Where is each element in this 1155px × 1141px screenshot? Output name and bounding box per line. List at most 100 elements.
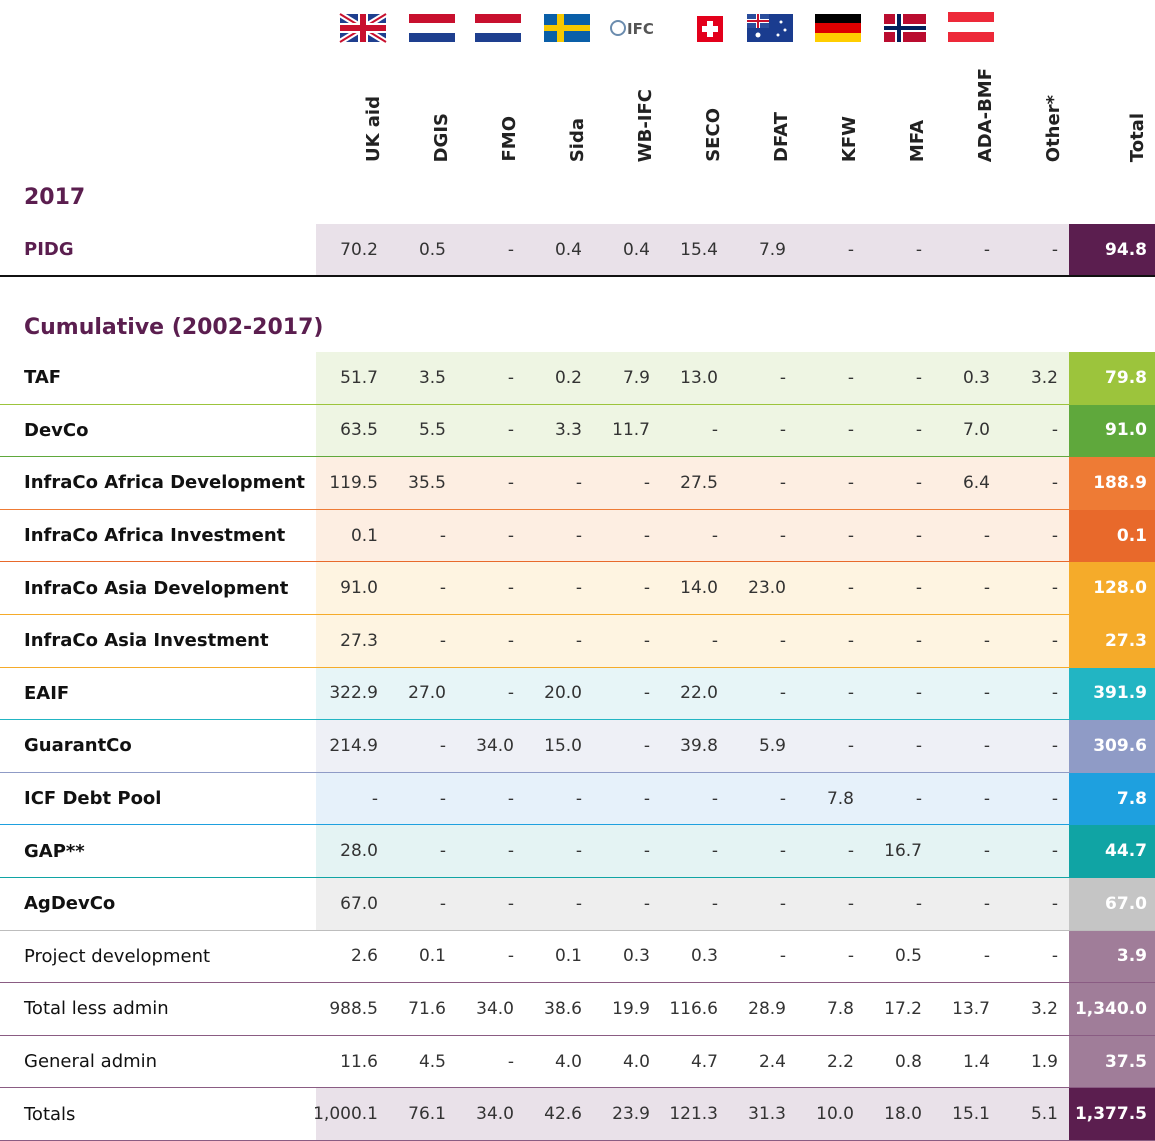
row-background [316, 930, 1069, 983]
value-cell: - [711, 420, 718, 441]
value-cell: - [1051, 630, 1058, 651]
value-cell: - [915, 683, 922, 704]
row-label: InfraCo Africa Investment [24, 525, 286, 547]
row-background [316, 720, 1069, 772]
value-cell: 11.6 [340, 1051, 378, 1072]
value-cell: 119.5 [329, 472, 378, 493]
total-cell: 37.5 [1069, 1035, 1155, 1088]
value-cell: - [847, 525, 854, 546]
row-label: InfraCo Africa Development [24, 472, 305, 494]
value-cell: - [1051, 841, 1058, 862]
value-cell: 63.5 [340, 420, 378, 441]
row-line [0, 877, 1155, 878]
total-cell: 391.9 [1069, 667, 1155, 720]
row-line [0, 771, 1155, 773]
total-cell: 91.0 [1069, 404, 1155, 457]
column-header: DFAT [766, 55, 796, 162]
value-cell: 42.6 [544, 1104, 582, 1125]
column-header: Other* [1038, 55, 1068, 162]
value-cell: - [507, 578, 514, 599]
value-cell: 20.0 [544, 683, 582, 704]
value-cell: 7.9 [758, 239, 786, 260]
value-cell: 16.7 [884, 841, 922, 862]
value-cell: - [643, 472, 650, 493]
value-cell: 31.3 [748, 1104, 786, 1125]
value-cell: 121.3 [669, 1104, 718, 1125]
total-cell: 1,377.5 [1069, 1088, 1155, 1140]
value-cell: 38.6 [544, 998, 582, 1019]
row-label: EAIF [24, 682, 70, 704]
value-cell: 988.5 [329, 998, 378, 1019]
row-line [0, 456, 1155, 458]
value-cell: - [1051, 420, 1058, 441]
flag-au [747, 14, 793, 42]
value-cell: - [575, 525, 582, 546]
value-cell: - [847, 893, 854, 914]
value-cell: - [779, 472, 786, 493]
total-cell: 128.0 [1069, 562, 1155, 614]
value-cell: - [915, 735, 922, 756]
value-cell: - [507, 946, 514, 967]
row-background [316, 224, 1069, 275]
value-cell: 18.0 [884, 1104, 922, 1125]
flag-at [948, 12, 994, 42]
value-cell: - [1051, 893, 1058, 914]
value-cell: - [643, 893, 650, 914]
value-cell: - [983, 735, 990, 756]
column-header: SECO [698, 55, 728, 162]
row-background [316, 562, 1069, 614]
value-cell: - [643, 735, 650, 756]
value-cell: - [507, 788, 514, 809]
value-cell: 3.2 [1030, 367, 1058, 388]
value-cell: - [507, 239, 514, 260]
value-cell: - [915, 788, 922, 809]
value-cell: 4.0 [554, 1051, 582, 1072]
value-cell: - [439, 893, 446, 914]
value-cell: - [779, 367, 786, 388]
value-cell: - [643, 630, 650, 651]
column-header: MFA [902, 55, 932, 162]
value-cell: 28.0 [340, 841, 378, 862]
value-cell: 91.0 [340, 578, 378, 599]
value-cell: - [847, 735, 854, 756]
column-header: KFW [834, 55, 864, 162]
value-cell: - [847, 367, 854, 388]
value-cell: 15.1 [952, 1104, 990, 1125]
total-cell: 188.9 [1069, 457, 1155, 509]
value-cell: 1,000.1 [313, 1104, 378, 1125]
logo-text: IFC [627, 20, 654, 38]
value-cell: - [1051, 472, 1058, 493]
row-background [316, 1088, 1069, 1140]
row-label: GuarantCo [24, 735, 132, 757]
column-header-text: Total [1126, 112, 1148, 162]
row-background [316, 457, 1069, 509]
row-background [316, 878, 1069, 930]
value-cell: - [575, 893, 582, 914]
value-cell: 0.2 [554, 367, 582, 388]
ifc-logo: IFC [610, 20, 654, 38]
value-cell: 11.7 [612, 420, 650, 441]
total-cell: 79.8 [1069, 352, 1155, 404]
value-cell: - [847, 841, 854, 862]
value-cell: 27.3 [340, 630, 378, 651]
value-cell: - [711, 788, 718, 809]
value-cell: 70.2 [340, 239, 378, 260]
value-cell: - [847, 472, 854, 493]
value-cell: - [779, 893, 786, 914]
value-cell: - [983, 578, 990, 599]
value-cell: - [643, 578, 650, 599]
value-cell: 1.4 [962, 1051, 990, 1072]
column-header: FMO [494, 55, 524, 162]
value-cell: - [711, 841, 718, 862]
row-label: PIDG [24, 239, 74, 260]
value-cell: - [847, 683, 854, 704]
value-cell: 214.9 [329, 735, 378, 756]
value-cell: 76.1 [408, 1104, 446, 1125]
value-cell: - [711, 630, 718, 651]
row-label: AgDevCo [24, 893, 116, 915]
row-line [0, 275, 1155, 277]
value-cell: 5.9 [758, 735, 786, 756]
value-cell: 23.0 [748, 578, 786, 599]
value-cell: - [439, 630, 446, 651]
